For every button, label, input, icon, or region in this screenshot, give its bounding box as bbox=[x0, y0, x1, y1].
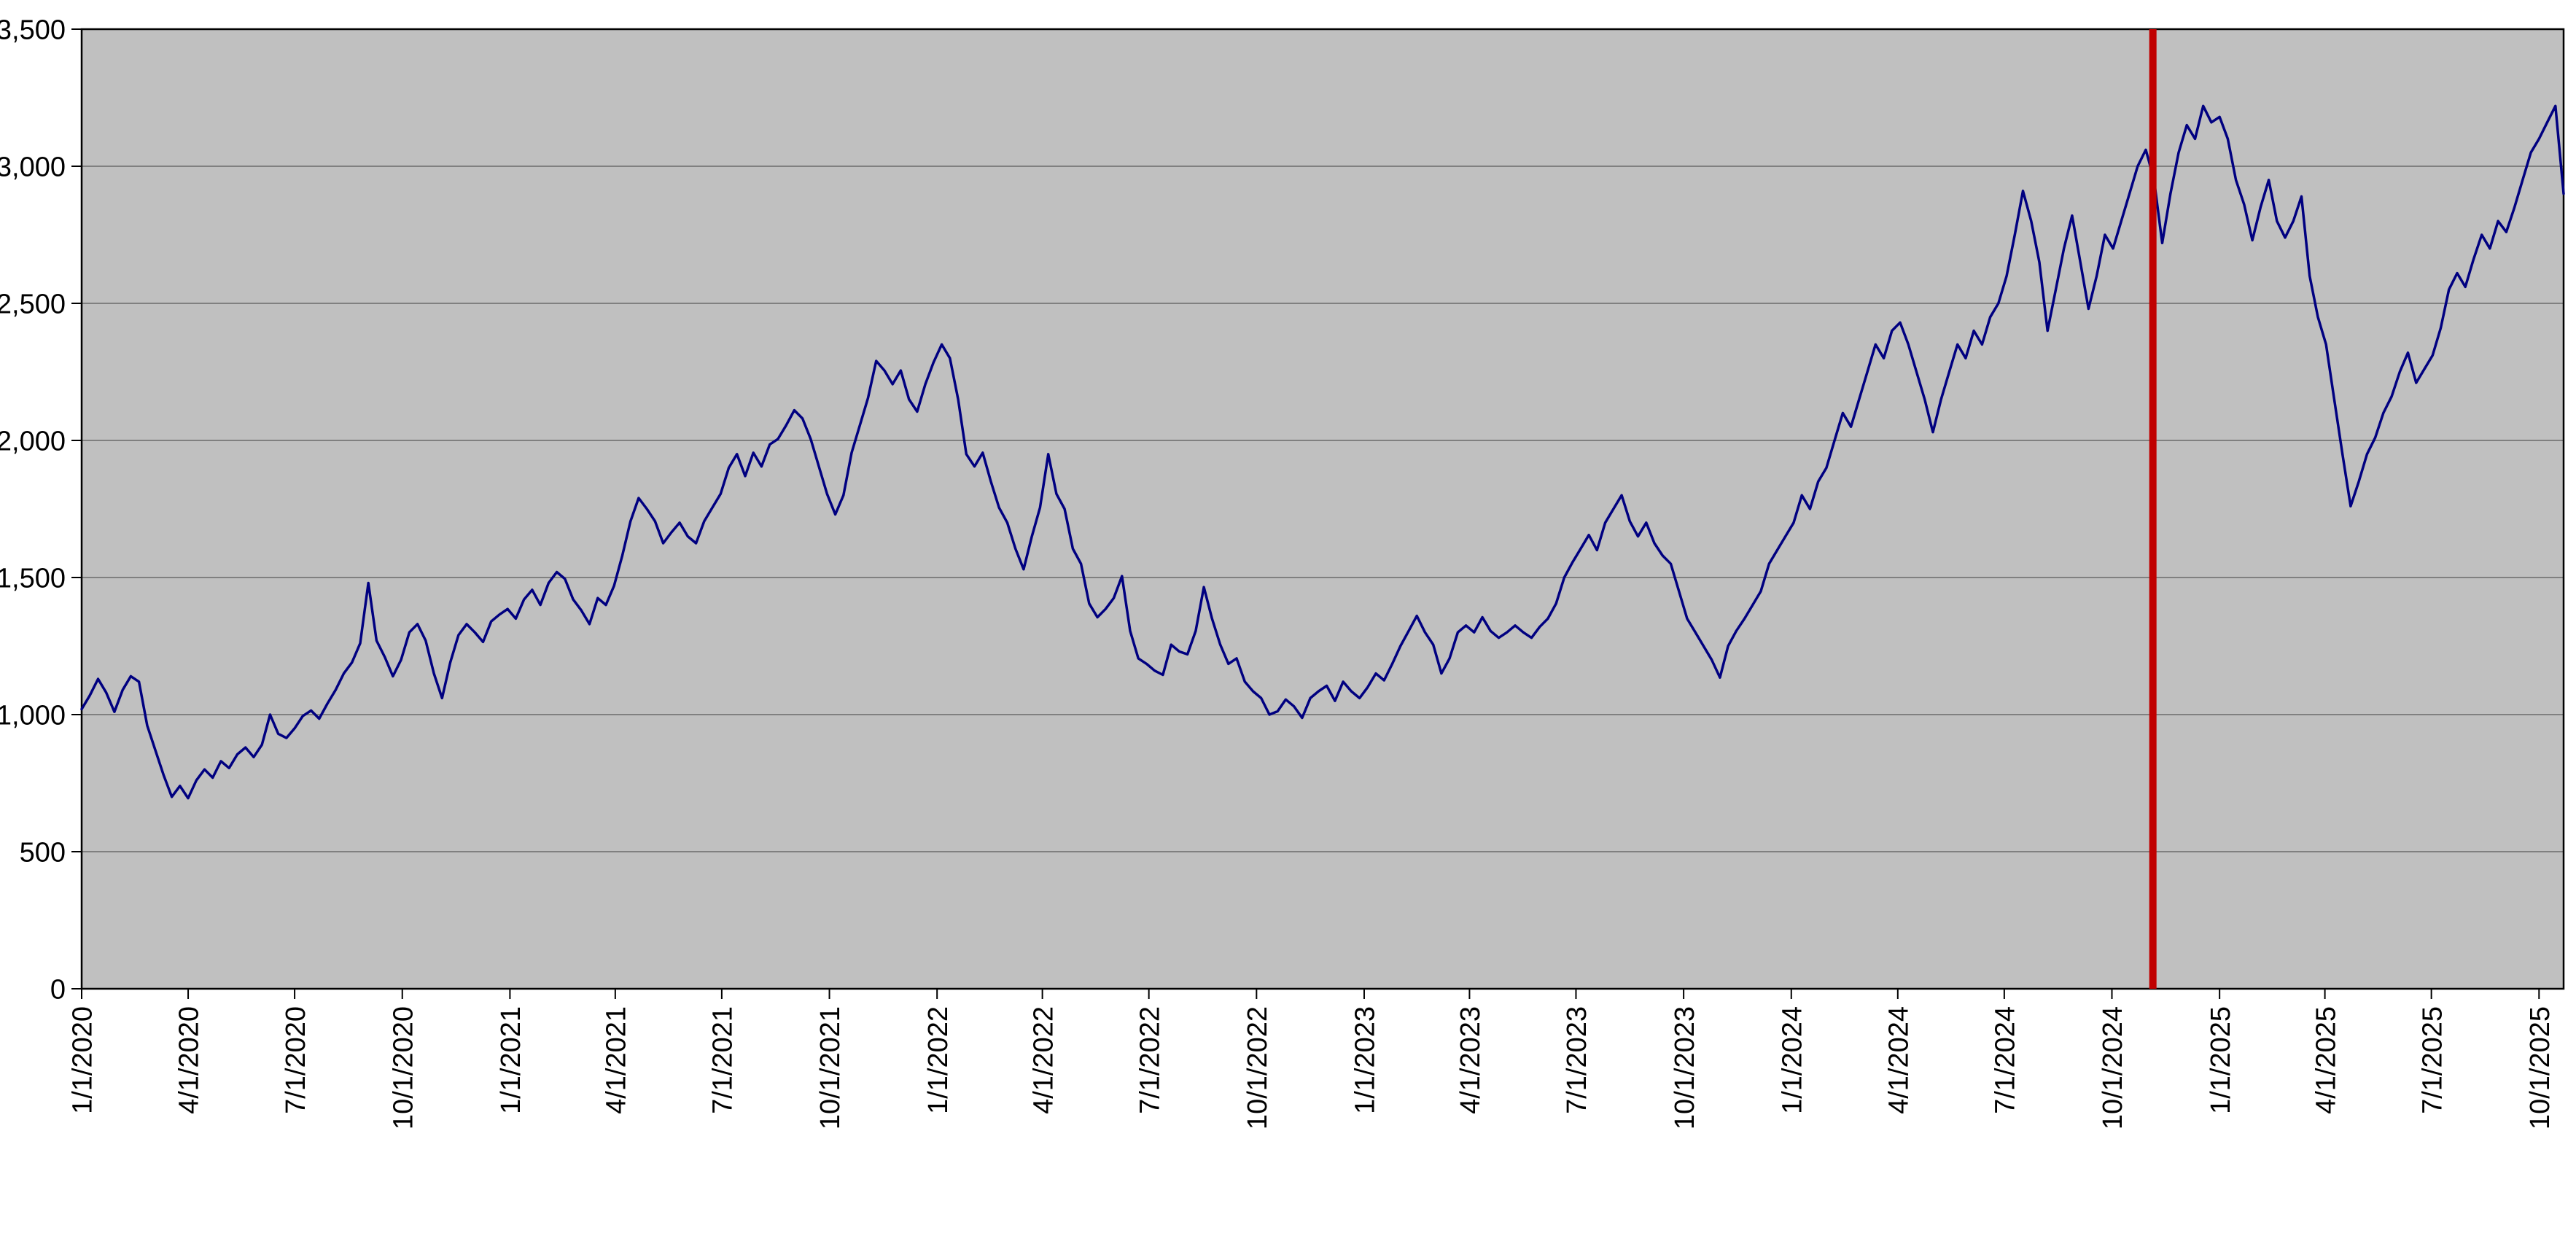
x-axis-label: 4/1/2025 bbox=[2311, 1006, 2341, 1114]
x-axis-label: 1/1/2020 bbox=[68, 1006, 98, 1114]
y-axis-label: 2,000 bbox=[0, 426, 66, 456]
x-axis-label: 1/1/2021 bbox=[496, 1006, 526, 1114]
x-axis-label: 7/1/2021 bbox=[708, 1006, 739, 1114]
x-axis-label: 7/1/2022 bbox=[1135, 1006, 1165, 1114]
x-axis-label: 10/1/2022 bbox=[1242, 1006, 1273, 1129]
y-axis-label: 2,500 bbox=[0, 289, 66, 319]
x-axis-label: 4/1/2022 bbox=[1028, 1006, 1059, 1114]
x-axis-label: 4/1/2020 bbox=[174, 1006, 205, 1114]
y-axis-label: 3,000 bbox=[0, 152, 66, 182]
x-axis-label: 10/1/2021 bbox=[815, 1006, 846, 1129]
y-axis-label: 1,500 bbox=[0, 563, 66, 594]
x-axis-label: 10/1/2025 bbox=[2525, 1006, 2556, 1129]
x-axis-label: 10/1/2023 bbox=[1670, 1006, 1700, 1129]
x-axis-label: 7/1/2024 bbox=[1991, 1006, 2021, 1114]
x-axis-label: 1/1/2023 bbox=[1350, 1006, 1381, 1114]
x-axis-label: 4/1/2023 bbox=[1455, 1006, 1486, 1114]
plot-area bbox=[82, 29, 2564, 989]
x-axis-label: 10/1/2024 bbox=[2098, 1006, 2128, 1129]
x-axis-label: 7/1/2025 bbox=[2417, 1006, 2448, 1114]
y-axis-label: 0 bbox=[50, 974, 66, 1005]
plot-border bbox=[80, 28, 2565, 990]
y-axis-label: 500 bbox=[20, 837, 66, 868]
y-axis-label: 1,000 bbox=[0, 700, 66, 731]
x-axis-label: 4/1/2021 bbox=[602, 1006, 632, 1114]
x-axis-label: 7/1/2020 bbox=[281, 1006, 311, 1114]
x-axis-label: 4/1/2024 bbox=[1883, 1006, 1914, 1114]
x-axis-label: 7/1/2023 bbox=[1562, 1006, 1592, 1114]
x-axis-label: 10/1/2020 bbox=[388, 1006, 419, 1129]
y-axis-label: 3,500 bbox=[0, 15, 66, 45]
x-axis-label: 1/1/2024 bbox=[1777, 1006, 1808, 1114]
x-axis-label: 1/1/2025 bbox=[2206, 1006, 2236, 1114]
x-axis-label: 1/1/2022 bbox=[923, 1006, 954, 1114]
